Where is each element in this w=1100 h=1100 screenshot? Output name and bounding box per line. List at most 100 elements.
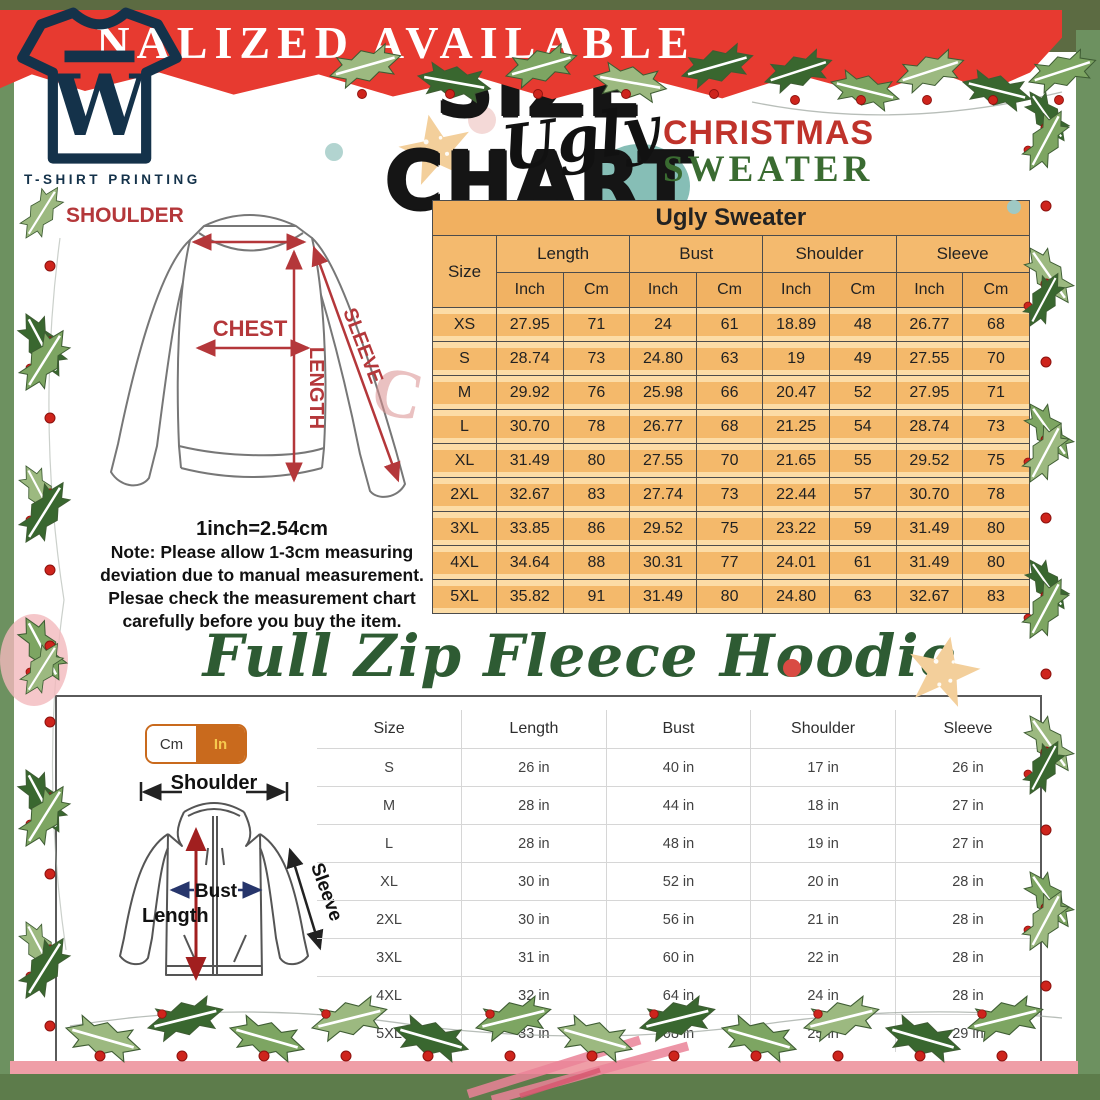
value-cell: 59 — [828, 511, 897, 546]
value-cell: 17 in — [750, 748, 896, 787]
table-row: M 29.92 76 25.98 66 20.47 52 27.95 71 — [432, 375, 1030, 410]
value-cell: 30.70 — [895, 477, 964, 512]
value-cell: 30 in — [461, 900, 607, 939]
value-cell: 18 in — [750, 786, 896, 825]
unit-header: Inch — [496, 272, 564, 308]
value-cell: 21.25 — [762, 409, 830, 444]
value-cell: 40 in — [605, 748, 752, 787]
value-cell: 71 — [562, 307, 631, 342]
unit-header-row: Inch Cm Inch Cm Inch Cm Inch Cm — [433, 272, 1030, 308]
subtitle: Ugly CHRISTMAS SWEATER — [498, 91, 875, 190]
value-cell: 78 — [562, 409, 631, 444]
size-cell: 3XL — [432, 511, 497, 546]
hoodie-col-size: Size — [316, 709, 463, 749]
value-cell: 24.80 — [762, 579, 830, 614]
sweater-label: SWEATER — [663, 148, 874, 190]
table-row: 3XL 31 in 60 in 22 in 28 in — [316, 938, 1041, 977]
size-cell: XS — [432, 307, 497, 342]
chest-label: CHEST — [213, 316, 288, 341]
value-cell: 30.70 — [496, 409, 564, 444]
value-cell: 27.55 — [629, 443, 697, 478]
size-cell: XL — [432, 443, 497, 478]
ugly-sweater-table: Ugly Sweater Size Length Bust Shoulder S… — [432, 200, 1030, 614]
col-header-size: Size — [432, 235, 497, 308]
size-cell: M — [432, 375, 497, 410]
unit-header: Inch — [895, 272, 964, 308]
value-cell: 28 in — [894, 938, 1041, 977]
size-cell: XL — [316, 862, 463, 901]
value-cell: 31.49 — [629, 579, 697, 614]
value-cell: 28 in — [461, 786, 607, 825]
value-cell: 75 — [962, 443, 1030, 478]
value-cell: 61 — [695, 307, 764, 342]
unit-toggle[interactable]: Cm In — [145, 724, 247, 764]
table-row: XL 31.49 80 27.55 70 21.65 55 29.52 75 — [432, 443, 1030, 478]
value-cell: 20 in — [750, 862, 896, 901]
value-cell: 55 — [828, 443, 897, 478]
value-cell: 24.80 — [629, 341, 697, 376]
value-cell: 29.92 — [496, 375, 564, 410]
value-cell: 76 — [562, 375, 631, 410]
value-cell: 29.52 — [629, 511, 697, 546]
value-cell: 30 in — [461, 862, 607, 901]
value-cell: 25.98 — [629, 375, 697, 410]
unit-header: Cm — [962, 272, 1030, 308]
value-cell: 73 — [962, 409, 1030, 444]
size-cell: 4XL — [316, 976, 463, 1015]
value-cell: 33.85 — [496, 511, 564, 546]
table-row: L 30.70 78 26.77 68 21.25 54 28.74 73 — [432, 409, 1030, 444]
value-cell: 32.67 — [496, 477, 564, 512]
value-cell: 57 — [828, 477, 897, 512]
hoodie-section-title: Full Zip Fleece Hoodie — [202, 622, 958, 690]
value-cell: 80 — [962, 545, 1030, 580]
hoodie-col-bust: Bust — [605, 709, 752, 749]
value-cell: 19 — [762, 341, 830, 376]
value-cell: 52 in — [605, 862, 752, 901]
value-cell: 88 — [562, 545, 631, 580]
value-cell: 34.64 — [496, 545, 564, 580]
value-cell: 27.95 — [496, 307, 564, 342]
value-cell: 63 — [695, 341, 764, 376]
size-cell: M — [316, 786, 463, 825]
measurement-note: 1inch=2.54cm Note: Please allow 1-3cm me… — [92, 518, 432, 633]
brand-name: T-SHIRT PRINTING — [24, 172, 201, 187]
value-cell: 52 — [828, 375, 897, 410]
size-cell: 4XL — [432, 545, 497, 580]
hoodie-col-shoulder: Shoulder — [750, 709, 896, 749]
value-cell: 29 in — [894, 1014, 1041, 1053]
value-cell: 24 in — [750, 976, 896, 1015]
value-cell: 68 in — [605, 1014, 752, 1053]
table-row: 5XL 33 in 68 in 25 in 29 in — [316, 1014, 1041, 1053]
table-row: M 28 in 44 in 18 in 27 in — [316, 786, 1041, 825]
value-cell: 21 in — [750, 900, 896, 939]
value-cell: 48 in — [605, 824, 752, 863]
value-cell: 27 in — [894, 824, 1041, 863]
value-cell: 31.49 — [496, 443, 564, 478]
table-row: XS 27.95 71 24 61 18.89 48 26.77 68 — [432, 307, 1030, 342]
value-cell: 20.47 — [762, 375, 830, 410]
unit-header: Inch — [762, 272, 830, 308]
column-header-row: Size Length Bust Shoulder Sleeve — [432, 235, 1030, 308]
value-cell: 86 — [562, 511, 631, 546]
ugly-script: Ugly — [497, 91, 664, 186]
hoodie-col-length: Length — [461, 709, 607, 749]
christmas-label: CHRISTMAS — [663, 114, 875, 152]
value-cell: 28.74 — [496, 341, 564, 376]
value-cell: 32 in — [461, 976, 607, 1015]
unit-header: Cm — [562, 272, 631, 308]
in-button[interactable]: In — [196, 726, 245, 762]
frame-right — [1076, 30, 1100, 1100]
table-row: 2XL 32.67 83 27.74 73 22.44 57 30.70 78 — [432, 477, 1030, 512]
cm-button[interactable]: Cm — [147, 726, 196, 762]
table-row: L 28 in 48 in 19 in 27 in — [316, 824, 1041, 863]
value-cell: 31.49 — [895, 511, 964, 546]
size-cell: L — [432, 409, 497, 444]
length-label: LENGTH — [305, 347, 327, 429]
frame-bottom — [0, 1074, 1100, 1100]
value-cell: 31 in — [461, 938, 607, 977]
value-cell: 29.52 — [895, 443, 964, 478]
size-cell: 5XL — [432, 579, 497, 614]
value-cell: 80 — [962, 511, 1030, 546]
value-cell: 73 — [562, 341, 631, 376]
table-row: 4XL 34.64 88 30.31 77 24.01 61 31.49 80 — [432, 545, 1030, 580]
